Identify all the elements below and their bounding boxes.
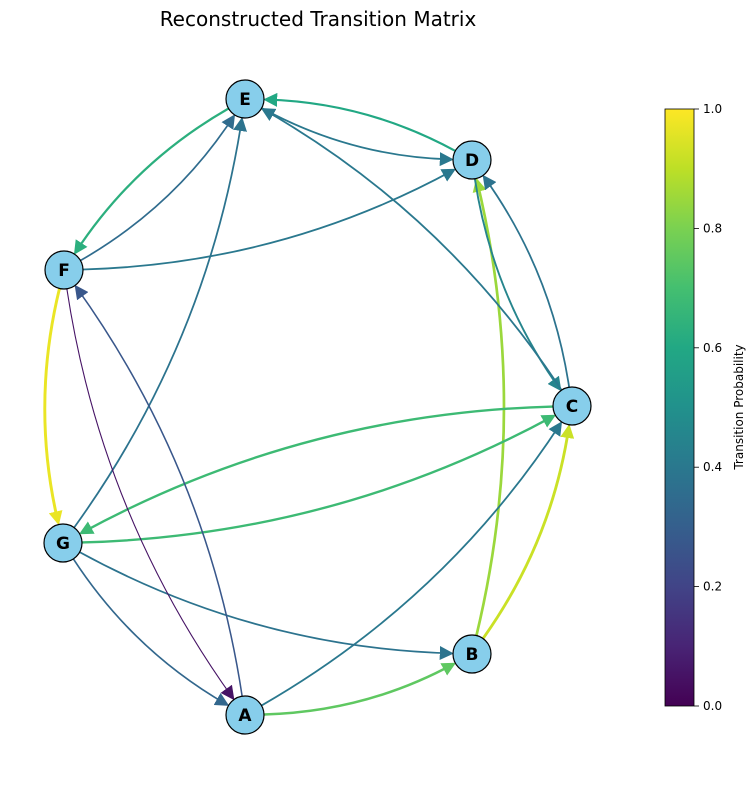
node-label: G xyxy=(56,534,70,554)
node-label: D xyxy=(465,151,479,171)
edge-c-to-e xyxy=(260,108,563,391)
edge-a-to-c xyxy=(261,421,563,707)
edge-f-to-g xyxy=(43,288,63,526)
node-label: A xyxy=(238,706,252,726)
edge-a-to-f xyxy=(74,284,243,697)
node-label: F xyxy=(58,261,70,281)
edge-g-to-c xyxy=(81,414,557,544)
edge-f-to-e xyxy=(80,114,236,262)
edge-f-to-d xyxy=(82,168,457,271)
node-circle xyxy=(44,250,84,290)
node-e: E xyxy=(225,79,265,119)
edge-e-to-f xyxy=(73,107,230,255)
edge-d-to-c xyxy=(473,178,562,392)
edge-g-to-a xyxy=(72,558,230,706)
colorbar: 0.0 0.2 0.4 0.6 0.8 1.0 Transition Probabilit… xyxy=(664,102,746,713)
colorbar-tick-label: 0.2 xyxy=(703,580,722,594)
edge-g-to-e xyxy=(73,116,247,529)
node-a: A xyxy=(225,695,265,735)
edge-b-to-c xyxy=(481,424,575,640)
node-label: E xyxy=(239,90,251,110)
node-c: C xyxy=(552,386,592,426)
node-circle xyxy=(225,79,265,119)
node-circle xyxy=(452,634,492,674)
node-b: B xyxy=(452,634,492,674)
colorbar-tick-label: 0.8 xyxy=(703,221,722,235)
node-f: F xyxy=(44,250,84,290)
node-g: G xyxy=(43,523,83,563)
colorbar-tick-label: 0.0 xyxy=(703,699,722,713)
node-d: D xyxy=(452,140,492,180)
edge-f-to-a xyxy=(66,288,235,701)
diagram-title: Reconstructed Transition Matrix xyxy=(160,7,477,31)
node-circle xyxy=(552,386,592,426)
edge-c-to-d xyxy=(482,174,571,388)
node-label: C xyxy=(566,397,578,417)
node-label: B xyxy=(466,645,479,665)
colorbar-tick-label: 1.0 xyxy=(703,102,722,116)
node-circle xyxy=(225,695,265,735)
node-circle xyxy=(43,523,83,563)
colorbar-tick-label: 0.4 xyxy=(703,460,722,474)
edge-c-to-g xyxy=(78,405,554,535)
colorbar-label: Transition Probability xyxy=(732,344,746,470)
colorbar-tick-label: 0.6 xyxy=(703,341,722,355)
edge-e-to-d xyxy=(261,107,454,167)
edge-g-to-b xyxy=(79,551,454,661)
colorbar-ticks: 0.0 0.2 0.4 0.6 0.8 1.0 xyxy=(694,102,722,713)
edge-layer xyxy=(43,92,575,716)
edge-d-to-e xyxy=(263,92,456,152)
edge-a-to-b xyxy=(263,662,457,716)
colorbar-gradient xyxy=(664,108,695,707)
edge-b-to-d xyxy=(472,177,506,636)
node-circle xyxy=(452,140,492,180)
node-layer: E D F C G B A xyxy=(43,79,592,735)
